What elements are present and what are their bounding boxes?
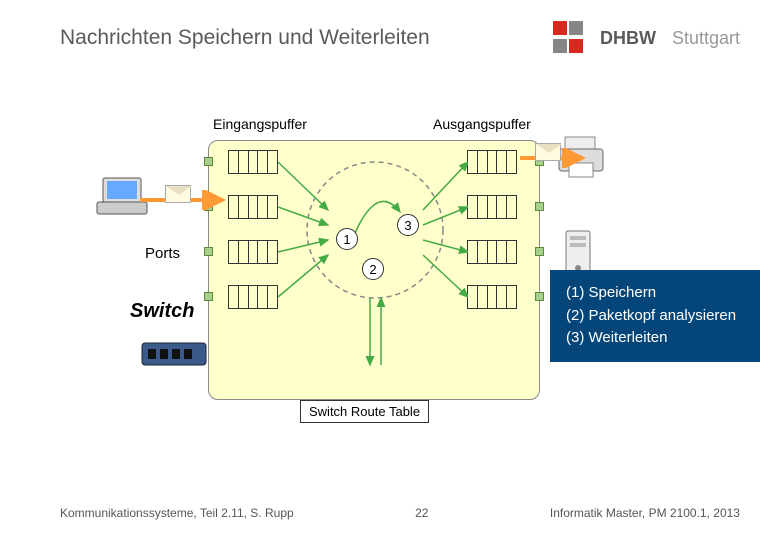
packet-envelope-in-icon (165, 185, 191, 203)
output-buffer-1 (467, 150, 517, 174)
legend-box: (1) Speichern (2) Paketkopf analysieren … (550, 270, 760, 362)
legend-item-3: (3) Weiterleiten (566, 327, 744, 350)
port-left-1 (204, 157, 213, 166)
port-right-2 (535, 202, 544, 211)
input-buffer-4 (228, 285, 278, 309)
switch-label: Switch (130, 300, 194, 323)
port-left-4 (204, 292, 213, 301)
logo-location: Stuttgart (672, 28, 740, 49)
output-buffer-4 (467, 285, 517, 309)
slide-title: Nachrichten Speichern und Weiterleiten (60, 26, 430, 50)
footer-left: Kommunikationssysteme, Teil 2.11, S. Rup… (60, 506, 294, 520)
output-buffer-label: Ausgangspuffer (433, 116, 531, 132)
ports-label: Ports (145, 245, 180, 262)
legend-item-1: (1) Speichern (566, 282, 744, 305)
switch-diagram: Eingangspuffer Ausgangspuffer (95, 110, 545, 410)
legend-item-2: (2) Paketkopf analysieren (566, 305, 744, 328)
input-buffer-1 (228, 150, 278, 174)
step-2-circle: 2 (362, 258, 384, 280)
logo-text: DHBW (600, 28, 656, 49)
port-right-3 (535, 247, 544, 256)
route-table-box: Switch Route Table (300, 400, 429, 423)
step-3-circle: 3 (397, 214, 419, 236)
output-buffer-3 (467, 240, 517, 264)
logo-squares-icon (552, 20, 592, 56)
footer-right: Informatik Master, PM 2100.1, 2013 (550, 506, 740, 520)
slide-header: Nachrichten Speichern und Weiterleiten D… (0, 0, 780, 66)
port-right-4 (535, 292, 544, 301)
switch-device-icon (140, 335, 210, 376)
packet-envelope-out-icon (535, 143, 561, 161)
step-1-circle: 1 (336, 228, 358, 250)
input-buffer-3 (228, 240, 278, 264)
port-left-3 (204, 247, 213, 256)
input-buffer-2 (228, 195, 278, 219)
input-buffer-label: Eingangspuffer (213, 116, 307, 132)
slide-footer: Kommunikationssysteme, Teil 2.11, S. Rup… (60, 506, 740, 520)
footer-page: 22 (415, 506, 428, 520)
dhbw-logo: DHBW Stuttgart (552, 20, 740, 56)
output-buffer-2 (467, 195, 517, 219)
